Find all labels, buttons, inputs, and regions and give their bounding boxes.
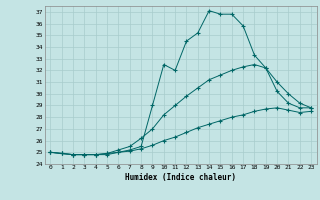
X-axis label: Humidex (Indice chaleur): Humidex (Indice chaleur): [125, 173, 236, 182]
